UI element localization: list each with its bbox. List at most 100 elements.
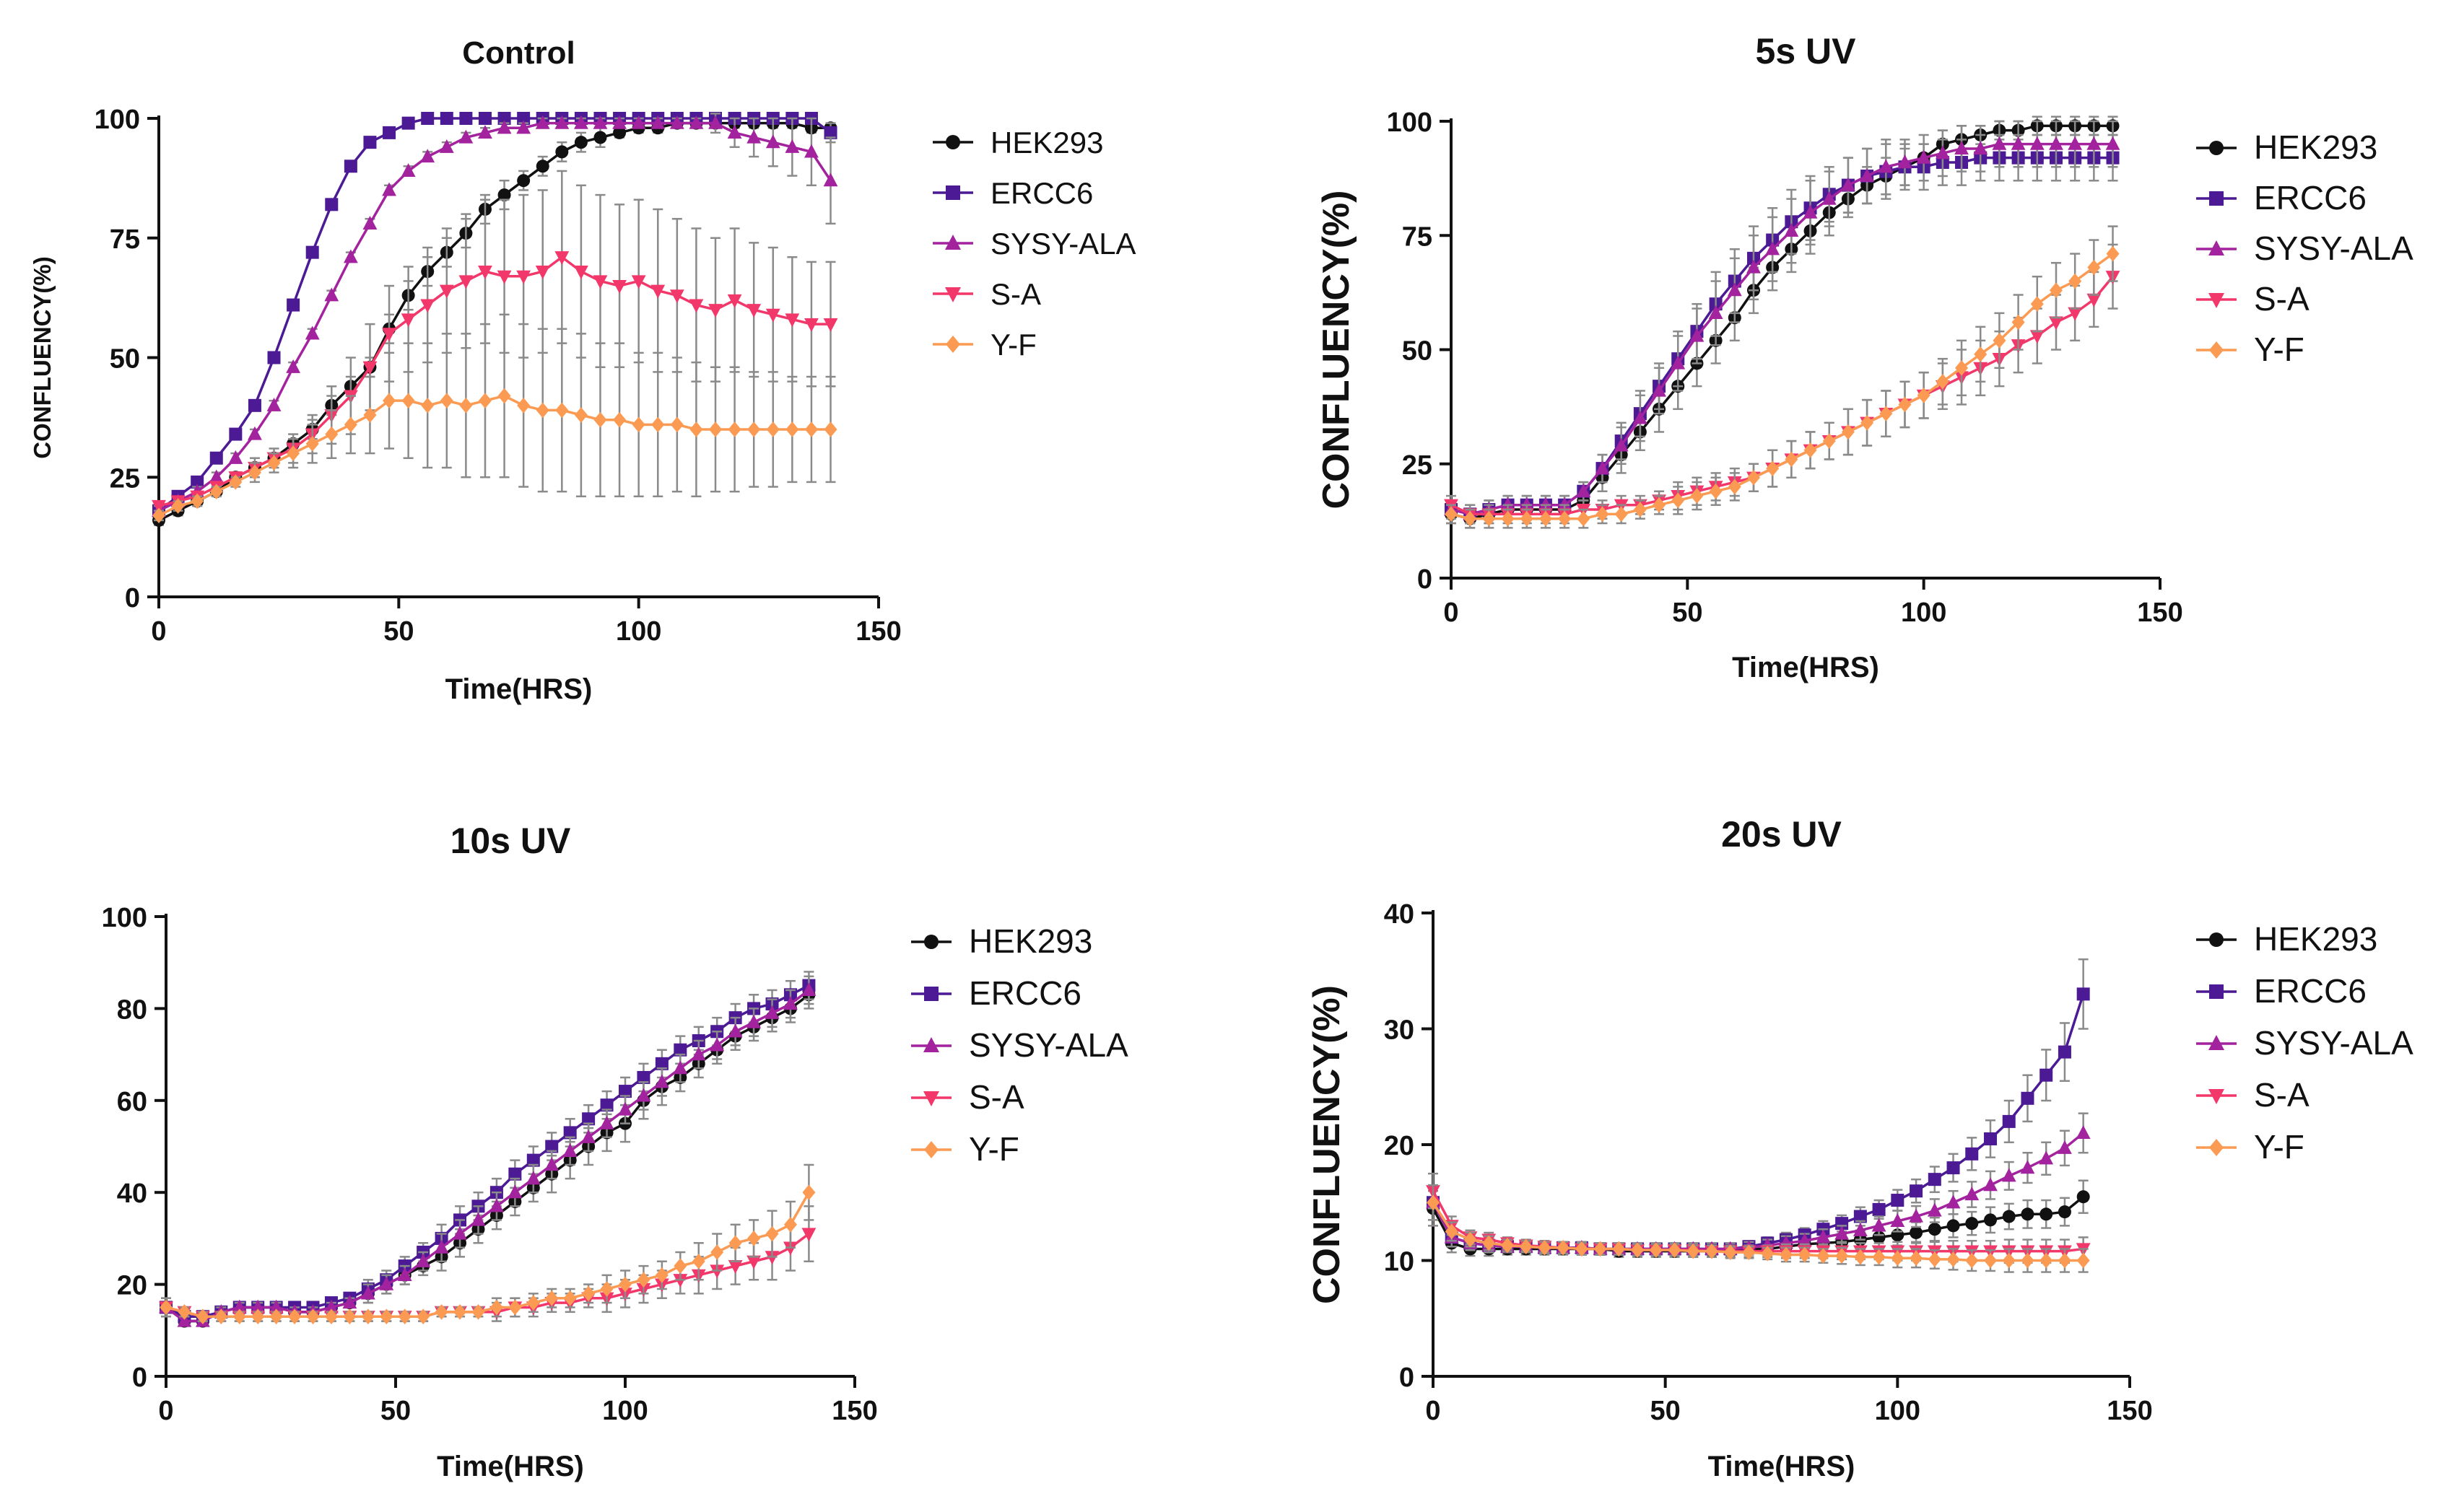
x-tick-label: 150 [832, 1396, 877, 1426]
chart-panel-3: 10s UV 0 20 40 60 80 100 0 50 100 150 Time(HRS) HEK2… [102, 821, 1128, 1482]
data-point [765, 134, 780, 149]
legend-item-ercc6: ERCC6 [2196, 972, 2367, 1010]
series-ercc6 [152, 112, 837, 517]
data-point [655, 1057, 669, 1070]
legend-label: ERCC6 [969, 974, 1081, 1012]
data-point [673, 1060, 688, 1075]
data-point [1891, 1194, 1904, 1207]
data-point [593, 411, 607, 428]
data-point [1595, 460, 1610, 475]
data-point [691, 1046, 706, 1061]
data-point [209, 484, 223, 499]
data-point [421, 398, 435, 414]
x-tick-label: 100 [1901, 598, 1946, 628]
x-axis-label: Time(HRS) [445, 673, 593, 705]
legend-marker [945, 235, 961, 250]
data-point [417, 1308, 430, 1324]
data-point [1632, 410, 1647, 424]
data-point [363, 407, 377, 423]
data-point [2068, 273, 2082, 289]
data-point [1984, 1132, 1997, 1145]
data-point [458, 275, 474, 289]
data-point [178, 1304, 191, 1320]
legend-item-sysy-ala: SYSY-ALA [2196, 1024, 2413, 1062]
data-point [1822, 433, 1836, 449]
y-tick-label: 40 [1384, 899, 1414, 930]
data-point [783, 1241, 798, 1256]
data-point [1853, 1249, 1867, 1265]
data-point [251, 1299, 266, 1314]
legend-marker [2208, 293, 2224, 308]
data-point [196, 1308, 209, 1324]
legend-marker [924, 987, 939, 1001]
data-point [1984, 1252, 1997, 1269]
data-point [765, 1225, 779, 1242]
data-point [1871, 1218, 1886, 1232]
x-tick-label: 100 [1875, 1396, 1920, 1426]
data-point [747, 421, 761, 437]
data-point [324, 287, 339, 302]
data-point [1974, 346, 1988, 362]
y-tick-label: 100 [1387, 108, 1432, 138]
chart-panel-1: Control 0 25 50 75 100 0 50 100 150 Time(HRS) CONFL… [29, 35, 1136, 705]
chart-title: 20s UV [1721, 814, 1842, 855]
data-point [1689, 328, 1705, 342]
data-point [1872, 1231, 1886, 1244]
data-point [593, 275, 608, 289]
data-point [1576, 483, 1591, 497]
data-point [1910, 1184, 1923, 1198]
data-point [1519, 1238, 1533, 1255]
data-point [802, 1184, 816, 1200]
data-point [1797, 1233, 1812, 1247]
data-point [2058, 1140, 2072, 1154]
data-point [383, 393, 396, 408]
data-point [1973, 141, 1988, 155]
data-point [2039, 1207, 2053, 1221]
data-point [2030, 296, 2044, 312]
data-point [232, 1299, 247, 1314]
data-point [344, 416, 357, 433]
data-point [765, 1251, 780, 1265]
data-point [574, 136, 588, 149]
data-point [1520, 510, 1533, 527]
data-point [2039, 1252, 2053, 1269]
data-point [497, 188, 511, 202]
data-point [288, 1308, 302, 1324]
chart-panel-4: 20s UV 0 10 20 30 40 0 50 100 150 Time(HRS) CONFLUE… [1306, 814, 2413, 1482]
data-point [1500, 1237, 1514, 1254]
data-point [287, 298, 300, 312]
data-point [673, 1274, 688, 1288]
data-point [1557, 497, 1572, 511]
data-point [1803, 442, 1817, 458]
legend-label: SYSY-ALA [2254, 230, 2413, 267]
data-point [728, 1235, 742, 1251]
data-point [1946, 1161, 1960, 1175]
series-line [165, 1192, 810, 1318]
legend-label: HEK293 [969, 922, 1092, 960]
data-point [613, 126, 627, 139]
data-point [2076, 1252, 2090, 1269]
y-axis-label: CONFLUENCY(%) [1315, 191, 1357, 510]
data-point [631, 275, 646, 289]
data-point [593, 131, 607, 144]
y-tick-label: 75 [1402, 222, 1432, 252]
data-point [1746, 259, 1761, 274]
legend-marker [924, 1141, 939, 1158]
data-point [1577, 510, 1590, 527]
data-point [229, 474, 243, 490]
legend-marker [946, 336, 960, 353]
data-point [362, 216, 378, 230]
data-point [783, 1216, 797, 1233]
data-point [689, 299, 704, 313]
data-point [1955, 360, 1969, 376]
data-point [1910, 1250, 1923, 1267]
data-point [1519, 497, 1534, 511]
data-point [1612, 1241, 1626, 1257]
data-point [535, 266, 550, 279]
legend-item-hek293: HEK293 [911, 922, 1092, 960]
data-point [599, 1115, 614, 1129]
data-point [305, 436, 319, 452]
data-point [1445, 1223, 1458, 1240]
data-point [1784, 223, 1799, 237]
data-point [655, 1267, 669, 1283]
